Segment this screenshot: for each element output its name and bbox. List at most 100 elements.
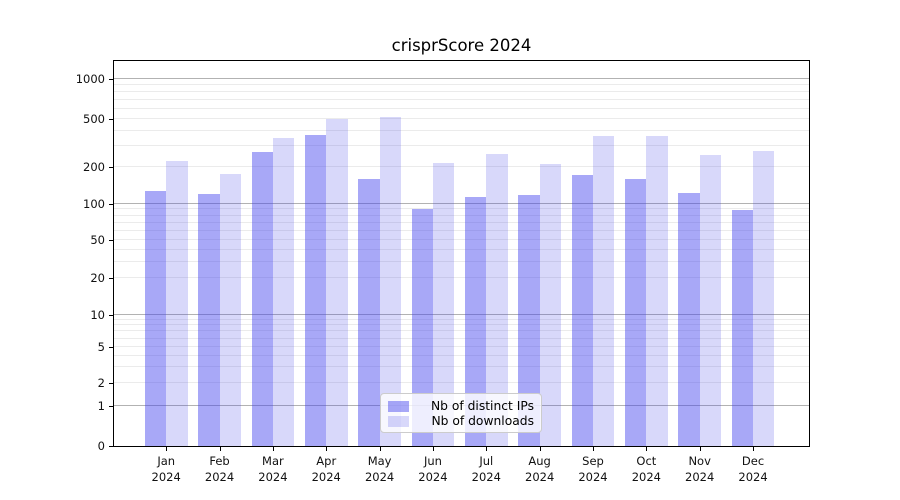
minor-gridline [114, 208, 809, 210]
legend-item-distinct-ips: Nb of distinct IPs [388, 399, 534, 413]
x-tick-label-sep: Sep 2024 [578, 454, 608, 484]
x-tick-label-jul: Jul 2024 [471, 454, 501, 484]
bar-distinct-ips-mar [251, 152, 273, 446]
y-tick-label: 1 [97, 399, 105, 414]
y-tick-label: 50 [90, 233, 105, 248]
x-tick-mark [272, 447, 274, 451]
x-tick-mark [432, 447, 434, 451]
bar-distinct-ips-jul [464, 197, 487, 446]
bar-downloads-jul [486, 154, 508, 446]
bar-distinct-ips-apr [304, 135, 327, 446]
x-tick-mark [486, 447, 488, 451]
bar-downloads-dec [753, 151, 775, 446]
y-tick-label: 10 [90, 308, 105, 323]
major-gridline [114, 202, 809, 204]
bar-downloads-sep [593, 136, 615, 446]
bar-distinct-ips-aug [518, 195, 540, 446]
bar-distinct-ips-oct [624, 179, 647, 446]
x-tick-mark [539, 447, 541, 451]
x-tick-label-jan: Jan 2024 [151, 454, 181, 484]
minor-gridline [114, 214, 809, 216]
y-tick-label: 100 [83, 196, 105, 211]
y-tick-label: 1000 [75, 72, 105, 87]
plot-area: Nb of distinct IPs Nb of downloads [113, 60, 810, 447]
minor-gridline [114, 366, 809, 368]
y-tick-mark [109, 315, 113, 317]
minor-gridline [114, 107, 809, 109]
bar-downloads-aug [539, 163, 562, 446]
x-tick-mark [379, 447, 381, 451]
legend-item-downloads: Nb of downloads [388, 414, 534, 428]
bar-distinct-ips-sep [571, 175, 593, 446]
y-tick-label: 200 [83, 160, 105, 175]
minor-gridline [114, 129, 809, 131]
x-tick-label-aug: Aug 2024 [525, 454, 555, 484]
y-tick-label: 20 [90, 271, 105, 286]
bar-distinct-ips-feb [198, 193, 220, 446]
x-tick-mark [699, 447, 701, 451]
x-tick-label-oct: Oct 2024 [631, 454, 661, 484]
bar-downloads-oct [646, 136, 668, 446]
x-tick-label-may: May 2024 [364, 454, 395, 484]
y-tick-label: 0 [97, 439, 105, 453]
minor-gridline [114, 318, 809, 320]
minor-gridline [114, 354, 809, 356]
bar-downloads-nov [699, 154, 722, 446]
minor-gridline [114, 324, 809, 326]
major-gridline [114, 78, 809, 80]
x-tick-label-mar: Mar 2024 [258, 454, 288, 484]
bar-downloads-jun [432, 163, 455, 446]
bar-downloads-apr [326, 119, 348, 446]
minor-gridline [114, 239, 809, 241]
bar-distinct-ips-may [358, 179, 380, 446]
minor-gridline [114, 144, 809, 146]
bar-downloads-mar [272, 137, 295, 446]
y-tick-label: 500 [83, 112, 105, 127]
x-tick-mark [646, 447, 648, 451]
minor-gridline [114, 221, 809, 223]
bar-distinct-ips-jun [411, 208, 433, 446]
minor-gridline [114, 337, 809, 339]
y-tick-mark [109, 119, 113, 121]
bar-downloads-feb [219, 173, 241, 446]
legend-label-downloads: Nb of downloads [431, 414, 534, 428]
bar-distinct-ips-dec [731, 210, 754, 446]
x-tick-label-nov: Nov 2024 [685, 454, 715, 484]
minor-gridline [114, 330, 809, 332]
y-tick-mark [109, 406, 113, 408]
bar-distinct-ips-nov [678, 192, 700, 446]
major-gridline [114, 314, 809, 316]
y-tick-mark [109, 203, 113, 205]
minor-gridline [114, 277, 809, 279]
y-tick-label: 2 [97, 376, 105, 391]
x-tick-mark [219, 447, 221, 451]
y-tick-mark [109, 278, 113, 280]
minor-gridline [114, 98, 809, 100]
minor-gridline [114, 91, 809, 93]
legend-swatch-downloads [388, 415, 409, 427]
minor-gridline [114, 248, 809, 250]
x-tick-mark [753, 447, 755, 451]
x-tick-mark [326, 447, 328, 451]
minor-gridline [114, 84, 809, 86]
minor-gridline [114, 260, 809, 262]
x-tick-label-jun: Jun 2024 [418, 454, 448, 484]
x-tick-label-apr: Apr 2024 [311, 454, 341, 484]
bar-distinct-ips-jan [144, 191, 167, 446]
x-tick-label-feb: Feb 2024 [204, 454, 235, 484]
minor-gridline [114, 118, 809, 120]
y-tick-mark [109, 167, 113, 169]
y-tick-mark [109, 446, 113, 447]
minor-gridline [114, 345, 809, 347]
bar-downloads-may [379, 117, 401, 446]
minor-gridline [114, 166, 809, 168]
minor-gridline [114, 382, 809, 384]
legend-label-distinct-ips: Nb of distinct IPs [430, 399, 534, 413]
minor-gridline [114, 229, 809, 231]
x-tick-mark [166, 447, 168, 451]
legend-swatch-distinct-ips [388, 400, 409, 412]
chart-title: crisprScore 2024 [391, 36, 532, 55]
y-tick-mark [109, 346, 113, 348]
legend: Nb of distinct IPs Nb of downloads [380, 393, 542, 433]
